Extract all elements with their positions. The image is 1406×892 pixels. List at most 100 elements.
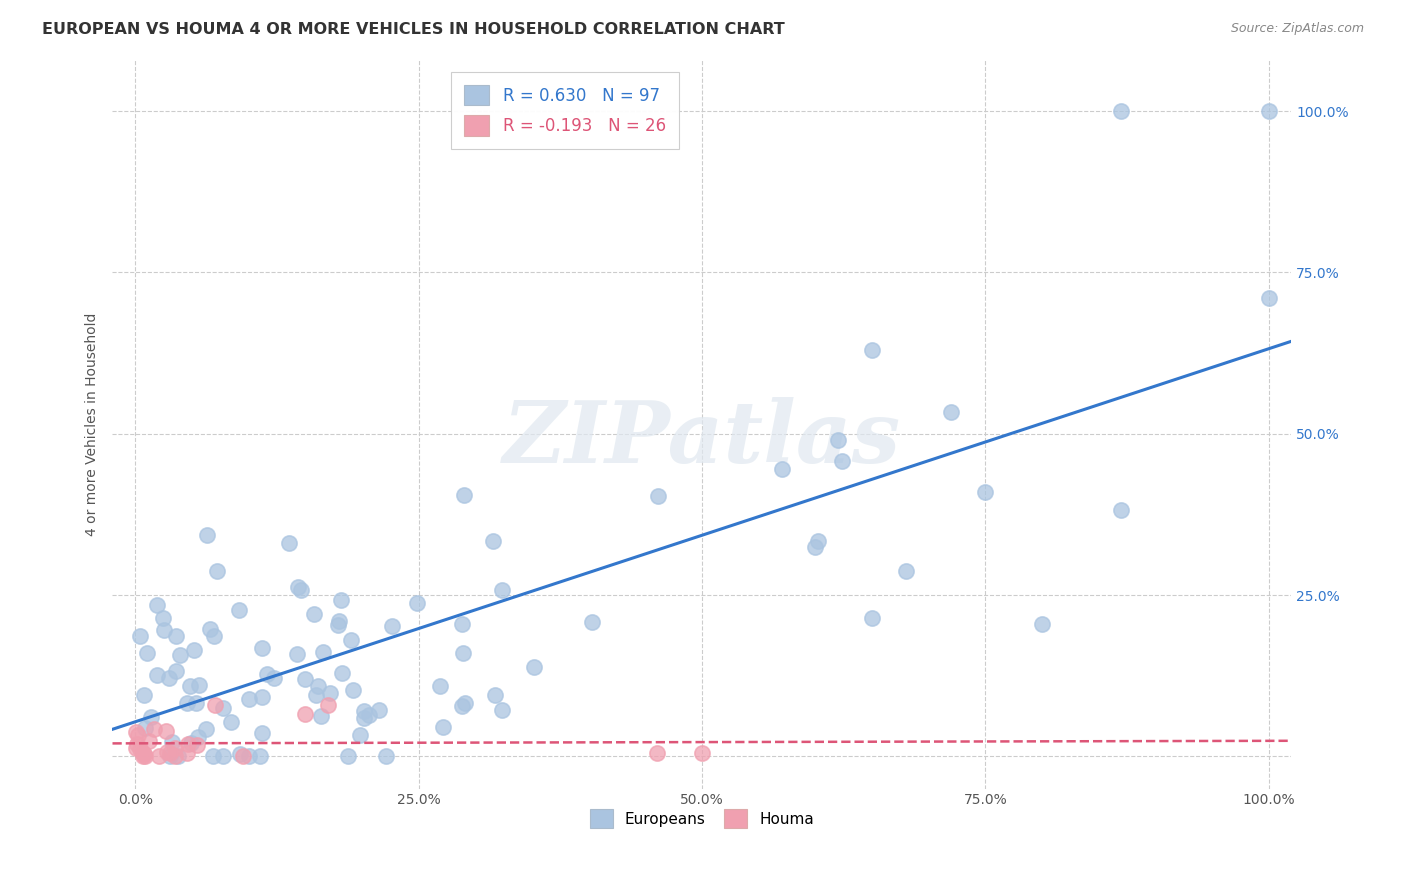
Point [353,704,375,718]
Point [212,749,235,764]
Point [157,671,180,685]
Point [132,689,155,703]
Point [770,461,793,475]
Point [256,667,278,681]
Point [153,624,176,638]
Point [165,665,187,679]
Point [294,673,316,687]
Point [330,593,353,607]
Point [807,533,830,548]
Point [451,646,474,660]
Point [138,734,160,748]
Point [156,745,179,759]
Point [186,696,208,710]
Point [860,343,883,357]
Point [146,667,169,681]
Point [491,583,513,598]
Point [349,728,371,742]
Point [229,747,252,761]
Point [136,646,159,660]
Point [160,735,183,749]
Point [375,749,398,764]
Point [238,749,260,764]
Point [1111,104,1133,119]
Point [290,582,312,597]
Point [163,749,186,764]
Point [165,740,187,755]
Point [831,454,853,468]
Point [451,616,474,631]
Point [202,629,225,643]
Point [405,596,427,610]
Point [1031,617,1053,632]
Point [186,738,208,752]
Point [342,683,364,698]
Text: EUROPEAN VS HOUMA 4 OR MORE VEHICLES IN HOUSEHOLD CORRELATION CHART: EUROPEAN VS HOUMA 4 OR MORE VEHICLES IN … [42,22,785,37]
Point [139,710,162,724]
Point [263,671,285,685]
Point [523,660,546,674]
Point [1111,503,1133,517]
Point [125,740,148,755]
Point [201,749,224,764]
Point [146,598,169,612]
Point [183,643,205,657]
Point [188,678,211,692]
Point [180,736,202,750]
Point [204,698,226,712]
Point [330,665,353,680]
Point [249,749,271,764]
Point [165,629,187,643]
Point [125,737,148,751]
Point [647,489,669,503]
Point [309,709,332,723]
Point [450,698,472,713]
Point [194,722,217,736]
Point [305,688,328,702]
Point [484,688,506,702]
Point [454,696,477,710]
Point [307,680,329,694]
Point [167,749,190,764]
Point [200,622,222,636]
Point [894,564,917,578]
Point [860,611,883,625]
Point [312,645,335,659]
Point [176,746,198,760]
Text: ZIPatlas: ZIPatlas [503,397,901,481]
Point [129,629,152,643]
Point [250,641,273,656]
Point [339,632,361,647]
Point [804,541,827,555]
Point [319,686,342,700]
Point [159,749,181,764]
Point [432,720,454,734]
Point [212,701,235,715]
Point [336,749,359,764]
Point [128,742,150,756]
Point [285,647,308,661]
Point [827,433,849,447]
Point [187,730,209,744]
Point [328,614,350,628]
Point [302,607,325,621]
Point [974,485,997,500]
Point [195,528,218,542]
Point [326,618,349,632]
Point [238,692,260,706]
Point [132,746,155,760]
Point [142,722,165,736]
Point [357,708,380,723]
Point [453,488,475,502]
Point [941,405,963,419]
Point [134,749,156,764]
Point [127,728,149,742]
Point [134,721,156,735]
Point [148,749,170,764]
Legend: Europeans, Houma: Europeans, Houma [582,802,821,836]
Point [219,714,242,729]
Y-axis label: 4 or more Vehicles in Household: 4 or more Vehicles in Household [86,312,100,536]
Point [690,746,713,760]
Point [368,703,391,717]
Point [645,746,668,760]
